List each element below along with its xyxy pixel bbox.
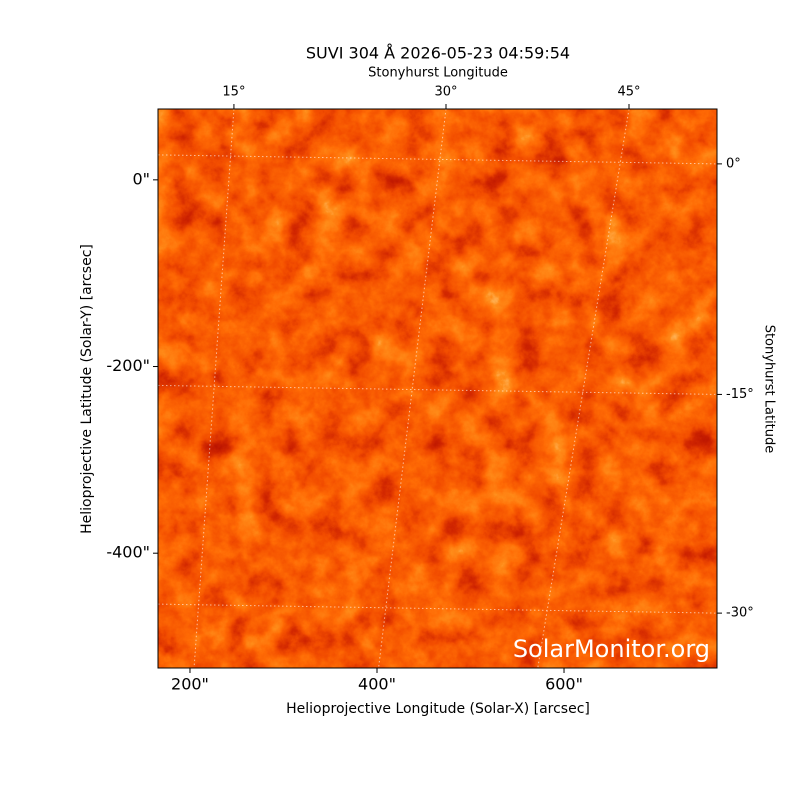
right-tick-label: -15° bbox=[726, 387, 754, 402]
plot-frame bbox=[157, 108, 718, 669]
right-tick-label: -30° bbox=[726, 606, 754, 621]
x-tick-label: 200" bbox=[171, 675, 209, 694]
right-tick-label: 0° bbox=[726, 156, 741, 171]
watermark: SolarMonitor.org bbox=[513, 635, 710, 663]
y-axis-label: Helioprojective Latitude (Solar-Y) [arcs… bbox=[79, 244, 95, 534]
latitude-grid-line bbox=[158, 384, 717, 395]
top-tick-label: 30° bbox=[434, 85, 457, 100]
top-tick-label: 15° bbox=[222, 85, 245, 100]
chart-title: SUVI 304 Å 2026-05-23 04:59:54 bbox=[306, 44, 570, 63]
x-axis-label: Helioprojective Longitude (Solar-X) [arc… bbox=[286, 701, 590, 717]
top-tick-label: 45° bbox=[617, 85, 640, 100]
y-tick-label: -200" bbox=[106, 356, 150, 375]
top-axis-label: Stonyhurst Longitude bbox=[368, 66, 508, 81]
solar-image bbox=[158, 109, 717, 668]
x-tick-label: 600" bbox=[545, 675, 583, 694]
y-tick-label: 0" bbox=[132, 169, 150, 188]
x-tick-label: 400" bbox=[358, 675, 396, 694]
latitude-grid-line bbox=[158, 603, 717, 614]
y-tick-label: -400" bbox=[106, 543, 150, 562]
latitude-grid-line bbox=[158, 154, 717, 165]
longitude-grid-line bbox=[378, 109, 447, 668]
right-axis-label: Stonyhurst Latitude bbox=[762, 325, 777, 454]
longitude-grid-line bbox=[193, 109, 235, 668]
